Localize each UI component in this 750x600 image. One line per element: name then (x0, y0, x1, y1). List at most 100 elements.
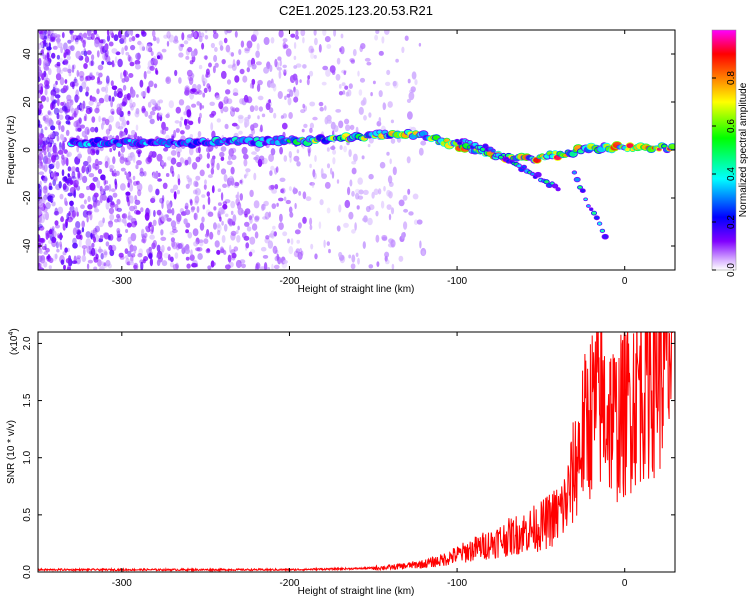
spectrogram-cell (85, 231, 91, 238)
spectrogram-cell (61, 134, 65, 143)
spectrogram-cell (81, 220, 85, 228)
spectrogram-cell (65, 120, 71, 125)
spectrogram-cell (108, 220, 113, 228)
spectrogram-cell (116, 213, 121, 219)
spectrogram-cell (92, 150, 96, 154)
spectrogram-cell (65, 51, 69, 56)
spectrogram-cell (153, 83, 158, 89)
spectrogram-cell (168, 34, 175, 43)
spectrogram-cell (89, 212, 93, 221)
spectrogram-cell (268, 185, 275, 191)
spectrogram-cell (277, 91, 283, 99)
spectrogram-cell (332, 149, 337, 155)
snr-frame (37, 331, 676, 573)
spectrogram-cell (274, 184, 279, 190)
spectrogram-cell (166, 31, 171, 39)
spectrogram-cell (104, 85, 109, 94)
spectrogram-cell (254, 215, 260, 221)
y-tick-label: 20 (22, 96, 33, 108)
spectrogram-cell (48, 117, 52, 125)
spectrogram-cell (83, 76, 87, 85)
spectrogram-cell (38, 163, 43, 169)
spectrogram-cell (279, 59, 282, 67)
spectrogram-ridge-cell (583, 197, 588, 202)
spectrogram-cell (309, 224, 313, 231)
spectrogram-cell (65, 157, 69, 167)
spectrogram-cell (235, 198, 240, 206)
spectrogram-cell (91, 116, 96, 123)
spectrogram-cell (290, 238, 294, 245)
spectrogram-cell (130, 89, 136, 98)
spectrogram-cell (357, 70, 360, 77)
spectrogram-cell (243, 174, 247, 179)
spectrogram-cell (71, 171, 76, 179)
spectrogram-cell (153, 58, 159, 66)
spectrogram-cell (81, 227, 85, 233)
spectrogram-cell (278, 30, 284, 38)
spectrogram-cell (191, 162, 198, 170)
spectrogram-cell (343, 222, 349, 228)
spectrogram-cell (282, 38, 288, 43)
spectrogram-cell (343, 145, 347, 153)
spectrogram-cell (105, 259, 111, 267)
spectrogram-cell (231, 122, 238, 127)
spectrogram-cell (204, 35, 209, 40)
spectrogram-cell (414, 79, 418, 86)
spectrogram-cell (74, 206, 79, 215)
spectrogram-cell (119, 130, 124, 138)
spectrogram-cell (64, 197, 67, 206)
spectrogram-cell (244, 213, 248, 218)
spectrogram-cell (187, 34, 193, 39)
spectrogram-cell (201, 77, 208, 85)
spectrogram-cell (205, 71, 211, 78)
spectrogram-cell (288, 186, 292, 192)
spectrogram-cell (359, 77, 366, 83)
spectrogram-cell (56, 66, 61, 74)
spectrogram-cell (144, 110, 149, 117)
spectrogram-cell (263, 37, 270, 45)
spectrogram-cell (201, 194, 206, 198)
spectrogram-cell (351, 160, 357, 165)
spectrogram-cell (81, 81, 87, 90)
spectrogram-cell (85, 238, 92, 247)
spectrogram-cell (100, 46, 105, 55)
spectrogram-cell (127, 182, 130, 188)
spectrogram-cell (373, 188, 379, 196)
spectrogram-cell (335, 109, 342, 113)
spectrogram-cell (310, 48, 315, 53)
spectrogram-cell (43, 163, 48, 172)
spectrogram-cell (176, 161, 182, 168)
spectrogram-cell (246, 67, 250, 73)
spectrogram-cell (113, 34, 119, 42)
spectrogram-cell (54, 94, 61, 99)
spectrogram-cell (249, 105, 255, 113)
x-tick-label: -100 (447, 578, 467, 589)
spectrogram-cell (82, 32, 88, 39)
spectrogram-cell (313, 30, 317, 36)
spectrogram-cell (303, 105, 307, 112)
spectrogram-cell (39, 133, 45, 139)
spectrogram-cell (155, 188, 160, 196)
spectrogram-cell (253, 200, 260, 209)
spectrogram-ridge-cell (521, 164, 527, 170)
spectrogram-cell (122, 97, 128, 106)
spectrogram-cell (343, 70, 347, 76)
spectrogram-cell (235, 259, 242, 269)
spectrogram-cell (101, 261, 104, 266)
spectrogram-cell (41, 245, 47, 251)
spectrogram-cell (38, 208, 42, 216)
spectrogram-cell (310, 53, 315, 59)
spectrogram-cell (377, 188, 382, 195)
spectrogram-cell (272, 225, 276, 230)
spectrogram-cell (180, 43, 185, 48)
spectrogram-cell (175, 262, 179, 269)
spectrogram-ridge-cell (555, 187, 561, 192)
spectrogram-cell (125, 191, 131, 196)
spectrogram-cell (351, 254, 356, 263)
spectrogram-cell (85, 75, 88, 82)
spectrogram-cell (186, 109, 192, 118)
spectrogram-cell (239, 179, 243, 184)
spectrogram-cell (386, 151, 390, 156)
spectrogram-cell (220, 146, 227, 152)
spectrogram-cell (256, 83, 261, 93)
